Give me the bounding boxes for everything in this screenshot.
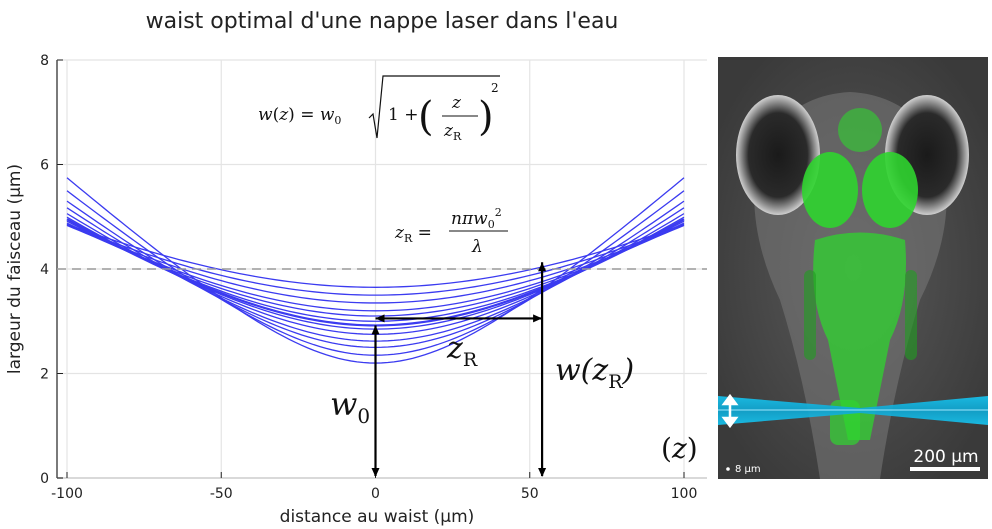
arrow-head [375,314,385,323]
scale-bar [910,467,980,471]
zebrafish-image: 200 µm 8 µm [718,57,988,479]
x-tick-label: 50 [521,486,539,502]
scale-bar-label: 200 µm [913,447,978,467]
y-tick-label: 8 [40,53,49,69]
y-axis-label: largeur du faisceau (µm) [5,164,25,374]
svg-text:2: 2 [491,81,499,95]
formula-rayleigh: zR = nπw02 λ [394,206,508,257]
svg-text:nπw02: nπw02 [451,206,502,231]
small-label: 8 µm [735,464,761,475]
x-tick-label: 100 [671,486,698,502]
arrow-head [371,468,380,477]
beam-curve [66,220,685,322]
svg-text:1 +: 1 + [388,105,418,125]
axis-ticks: -100 -50 0 50 100 0 2 4 6 8 [40,53,697,502]
x-axis-label: distance au waist (µm) [280,507,475,527]
x-tick-label: -100 [51,486,83,502]
arrow-head [371,325,380,335]
y-tick-label: 4 [40,262,49,278]
formula-waist: w(z) = w0 1 + ( z zR ) 2 [258,75,500,143]
arrow-head [538,468,547,477]
label-z: (z) [661,432,698,465]
svg-text:zR: zR [443,121,462,143]
y-tick-label: 2 [40,367,49,383]
chart-title: waist optimal d'une nappe laser dans l'e… [146,9,619,34]
label-w0: w0 [330,385,370,428]
annotation-arrows [371,262,547,477]
x-tick-label: 0 [371,486,380,502]
arrow-head [538,262,547,272]
label-w-zR: w(zR) [555,353,634,393]
left-eye [736,95,820,215]
beam-curve [66,224,685,304]
beam-curve [66,223,685,312]
svg-text:): ) [478,94,494,140]
y-tick-label: 6 [40,158,49,174]
svg-text:w(z) = w0: w(z) = w0 [258,105,341,127]
x-tick-label: -50 [210,486,233,502]
svg-text:z: z [451,93,462,113]
beam-curve [66,223,685,288]
arrow-head [533,314,543,323]
svg-text:zR =: zR = [394,223,432,245]
sheet-thickness-arrow [721,393,739,429]
y-tick-label: 0 [40,471,49,487]
svg-text:(: ( [418,94,434,140]
beam-curve [66,224,685,296]
label-zR: zR [446,331,478,371]
svg-text:λ: λ [471,237,483,257]
